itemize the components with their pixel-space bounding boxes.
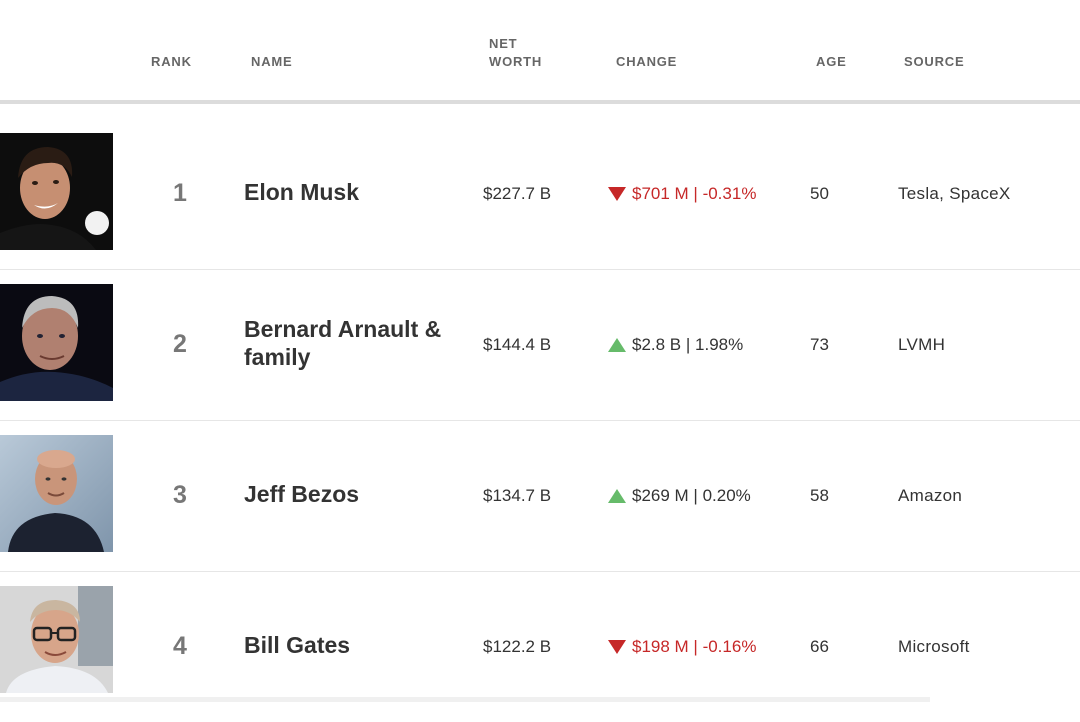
person-photo-icon[interactable]: [0, 435, 113, 552]
change-text: $701 M | -0.31%: [632, 184, 757, 203]
person-photo-icon[interactable]: [0, 586, 113, 693]
source-value: Amazon: [898, 486, 963, 505]
person-photo-icon[interactable]: [0, 284, 113, 401]
table-row[interactable]: 4 Bill Gates $122.2 B $198 M | -0.16% 66…: [0, 572, 1080, 722]
change-value: $198 M | -0.16%: [608, 636, 756, 658]
person-name-link[interactable]: Bill Gates: [244, 632, 351, 658]
rank-value: 2: [173, 330, 187, 358]
column-header-source[interactable]: SOURCE: [904, 54, 965, 69]
person-name-link[interactable]: Elon Musk: [244, 179, 360, 205]
table-row[interactable]: 1 Elon Musk $227.7 B $701 M | -0.31% 50 …: [0, 116, 1080, 270]
net-worth-value: $134.7 B: [483, 486, 552, 505]
age-value: 50: [810, 184, 829, 203]
rank-value: 3: [173, 481, 187, 509]
person-photo-icon[interactable]: [0, 133, 113, 250]
arrow-down-icon: [608, 187, 626, 201]
net-worth-value: $227.7 B: [483, 184, 552, 203]
source-value: Tesla, SpaceX: [898, 184, 1011, 203]
change-text: $269 M | 0.20%: [632, 486, 751, 505]
column-header-name[interactable]: NAME: [251, 54, 293, 69]
age-value: 73: [810, 335, 829, 354]
source-value: Microsoft: [898, 637, 970, 656]
column-header-age[interactable]: AGE: [816, 54, 847, 69]
column-header-net-worth-line1: NET: [489, 36, 518, 51]
change-value: $701 M | -0.31%: [608, 183, 756, 205]
arrow-up-icon: [608, 489, 626, 503]
horizontal-scrollbar[interactable]: [0, 697, 930, 702]
net-worth-value: $122.2 B: [483, 637, 552, 656]
table-row[interactable]: 3 Jeff Bezos $134.7 B $269 M | 0.20% 58 …: [0, 421, 1080, 572]
net-worth-value: $144.4 B: [483, 335, 552, 354]
person-name-link[interactable]: Jeff Bezos: [244, 481, 360, 507]
column-header-net-worth[interactable]: NET WORTH: [489, 35, 569, 71]
person-name-link[interactable]: Bernard Arnault & family: [244, 316, 442, 370]
arrow-down-icon: [608, 640, 626, 654]
age-value: 58: [810, 486, 829, 505]
change-text: $198 M | -0.16%: [632, 637, 757, 656]
change-value: $269 M | 0.20%: [608, 485, 751, 507]
rank-value: 4: [173, 632, 187, 660]
column-header-net-worth-line2: WORTH: [489, 54, 543, 69]
rank-value: 1: [173, 179, 187, 207]
billionaires-table-body: 1 Elon Musk $227.7 B $701 M | -0.31% 50 …: [0, 116, 1080, 722]
age-value: 66: [810, 637, 829, 656]
table-row[interactable]: 2 Bernard Arnault & family $144.4 B $2.8…: [0, 270, 1080, 421]
table-header: RANK NAME NET WORTH CHANGE AGE SOURCE: [0, 0, 1080, 104]
column-header-change[interactable]: CHANGE: [616, 54, 678, 69]
column-header-rank[interactable]: RANK: [151, 54, 192, 69]
source-value: LVMH: [898, 335, 946, 354]
change-text: $2.8 B | 1.98%: [632, 335, 744, 354]
arrow-up-icon: [608, 338, 626, 352]
change-value: $2.8 B | 1.98%: [608, 334, 743, 356]
